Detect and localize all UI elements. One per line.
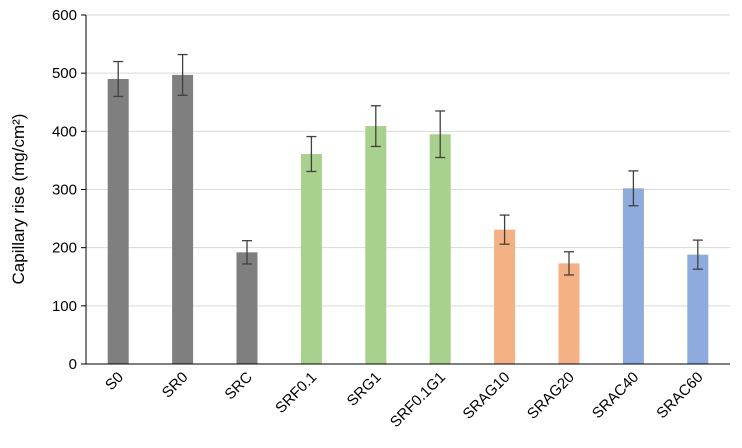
y-tick-label: 100: [52, 298, 77, 315]
error-bar: [628, 170, 639, 207]
y-tick-label: 300: [52, 182, 77, 199]
y-tick-label: 200: [52, 240, 77, 257]
x-tick-label: SRAC60: [653, 369, 706, 422]
y-axis-label: Capillary rise (mg/cm²): [9, 114, 28, 285]
x-tick-label: SRC: [221, 369, 256, 404]
y-tick-label: 600: [52, 7, 77, 24]
error-bar: [177, 53, 188, 96]
bar-srag20: [558, 263, 580, 364]
bar-srf0-1: [300, 154, 322, 364]
error-bar: [113, 60, 124, 98]
bar-srf0-1g1: [429, 134, 451, 364]
x-tick-label: SRF0.1: [272, 369, 320, 417]
x-tick-label: SRAG20: [524, 369, 578, 423]
bar-srg1: [365, 126, 387, 365]
bar-srac60: [687, 254, 709, 364]
x-tick-label: SRF0.1G1: [387, 369, 449, 431]
y-tick-label: 500: [52, 65, 77, 82]
error-bar: [306, 135, 317, 173]
gridlines: [86, 14, 730, 307]
x-tick-label: SRAC40: [589, 369, 642, 422]
axes: [81, 14, 730, 365]
x-tick-label: SRG1: [344, 369, 385, 410]
bar-src: [236, 252, 258, 364]
bar-srac40: [622, 188, 644, 364]
error-bar: [370, 105, 381, 148]
error-bar: [499, 214, 510, 245]
error-bar: [564, 251, 574, 276]
y-tick-labels: 0 100 200 300 400 500 600: [52, 7, 77, 373]
bar-srag10: [494, 229, 516, 364]
bar-s0: [107, 78, 129, 364]
y-tick-label: 0: [69, 356, 77, 373]
x-tick-label: SR0: [159, 369, 192, 402]
bars: [107, 74, 709, 365]
y-tick-label: 400: [52, 123, 77, 140]
x-tick-label: S0: [102, 369, 127, 394]
x-tick-labels: S0 SR0 SRC SRF0.1 SRG1 SRF0.1G1 SRAG10 SRAG20 SR…: [102, 369, 707, 431]
x-tick-label: SRAG10: [460, 369, 514, 423]
error-bars: [113, 53, 703, 276]
bar-sr0: [172, 74, 194, 364]
error-bar: [692, 239, 703, 270]
error-bar: [435, 110, 446, 159]
error-bar: [242, 240, 252, 265]
